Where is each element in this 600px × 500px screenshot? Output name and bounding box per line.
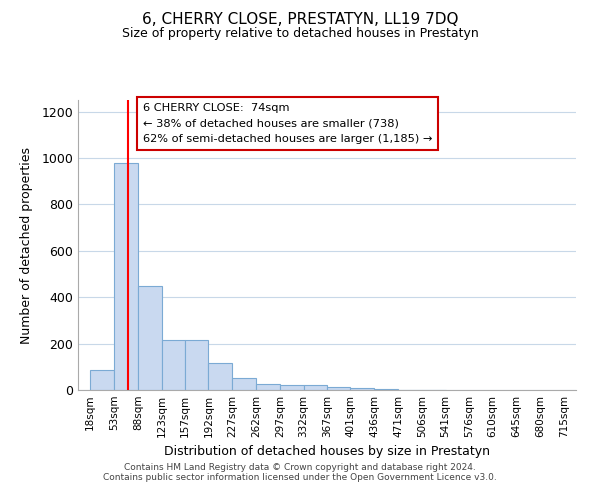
Bar [280, 386, 304, 390]
Bar [304, 386, 328, 390]
Bar [185, 340, 208, 390]
Text: Size of property relative to detached houses in Prestatyn: Size of property relative to detached ho… [122, 28, 478, 40]
Text: 6 CHERRY CLOSE:  74sqm
← 38% of detached houses are smaller (738)
62% of semi-de: 6 CHERRY CLOSE: 74sqm ← 38% of detached … [143, 103, 432, 144]
Bar [138, 286, 161, 390]
Text: 6, CHERRY CLOSE, PRESTATYN, LL19 7DQ: 6, CHERRY CLOSE, PRESTATYN, LL19 7DQ [142, 12, 458, 28]
Text: Contains public sector information licensed under the Open Government Licence v3: Contains public sector information licen… [103, 474, 497, 482]
Bar [114, 162, 138, 390]
X-axis label: Distribution of detached houses by size in Prestatyn: Distribution of detached houses by size … [164, 446, 490, 458]
Bar [90, 370, 114, 390]
Bar [161, 340, 185, 390]
Bar [208, 364, 232, 390]
Text: Contains HM Land Registry data © Crown copyright and database right 2024.: Contains HM Land Registry data © Crown c… [124, 464, 476, 472]
Y-axis label: Number of detached properties: Number of detached properties [20, 146, 33, 344]
Bar [350, 388, 374, 390]
Bar [374, 389, 398, 390]
Bar [232, 378, 256, 390]
Bar [256, 384, 280, 390]
Bar [328, 386, 350, 390]
